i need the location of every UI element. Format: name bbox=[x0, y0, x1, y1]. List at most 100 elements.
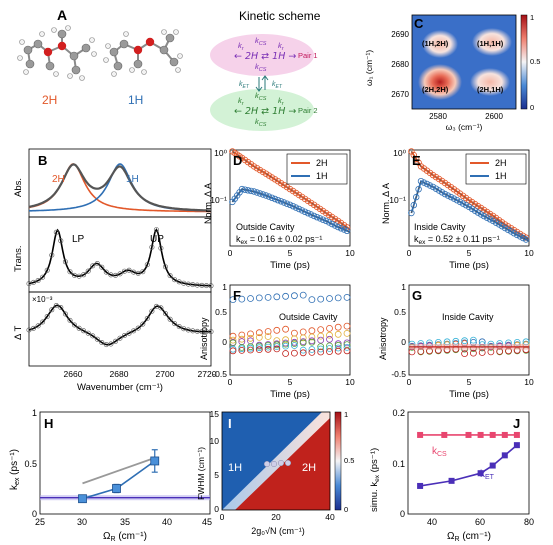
i-cbar-tick: 1 bbox=[344, 410, 348, 419]
data-point bbox=[316, 215, 324, 222]
b-trans-point bbox=[172, 277, 178, 283]
data-point bbox=[441, 190, 449, 198]
b-xtick: 2660 bbox=[64, 369, 83, 379]
c-peak-2h2h: (2H,2H) bbox=[422, 85, 449, 94]
aniso-point bbox=[343, 329, 351, 337]
b-dt-point bbox=[81, 328, 87, 334]
c-xtick: 2600 bbox=[485, 112, 503, 121]
aniso-point bbox=[308, 337, 316, 345]
aniso-point bbox=[264, 293, 272, 301]
aniso-point bbox=[264, 333, 272, 340]
data-point bbox=[450, 195, 458, 202]
d-xtick: 0 bbox=[228, 248, 233, 258]
b-trans-point bbox=[90, 263, 96, 269]
data-point bbox=[516, 233, 524, 240]
g-ylabel: Anisotropy bbox=[378, 317, 388, 360]
data-point bbox=[262, 192, 270, 199]
p2-kr-left: kr bbox=[238, 96, 245, 107]
b-trans-point bbox=[126, 267, 132, 273]
d-ytick-top: 10⁰ bbox=[214, 148, 227, 158]
pair1-label: Pair 1 bbox=[298, 51, 318, 60]
b-trans-point bbox=[140, 269, 146, 275]
j-data-point bbox=[417, 431, 424, 438]
data-point bbox=[295, 205, 303, 213]
g-xtick: 5 bbox=[467, 377, 472, 387]
aniso-point bbox=[264, 343, 272, 351]
b-dt-point bbox=[67, 317, 73, 323]
g-ytick: 0.5 bbox=[394, 307, 406, 317]
e-ytick-top: 10⁰ bbox=[393, 148, 406, 158]
data-point bbox=[483, 214, 491, 221]
c-ytick: 2690 bbox=[391, 30, 409, 39]
aniso-point bbox=[255, 346, 263, 354]
b-trans-point bbox=[144, 262, 150, 268]
b-xtick: 2680 bbox=[110, 369, 129, 379]
data-point bbox=[298, 207, 306, 214]
data-point bbox=[289, 202, 297, 210]
panel-d: D 2H 1H Outside Cavity kex = 0.16 ± 0.02… bbox=[203, 148, 355, 271]
aniso-point bbox=[343, 339, 351, 347]
b-curve-dt bbox=[28, 304, 212, 346]
j-data-point bbox=[417, 482, 424, 489]
aniso-point bbox=[317, 345, 325, 353]
b-trans-point bbox=[99, 264, 105, 270]
b-xtick: 2720 bbox=[198, 369, 217, 379]
f-xtick: 10 bbox=[345, 377, 355, 387]
h-xtick: 45 bbox=[202, 517, 212, 527]
p2-kr-right: kr bbox=[278, 96, 285, 107]
label-2h-molecule: 2H bbox=[42, 93, 57, 107]
j-data-point bbox=[489, 431, 496, 438]
panel-letter-f: F bbox=[233, 288, 241, 303]
g-ytick: 1 bbox=[401, 282, 406, 292]
aniso-point bbox=[255, 342, 263, 350]
b-trans-point bbox=[44, 267, 50, 273]
j-xlabel: ΩR (cm⁻¹) bbox=[447, 531, 491, 543]
h-xtick: 25 bbox=[35, 517, 45, 527]
d-xlabel: Time (ps) bbox=[270, 260, 310, 271]
aniso-point bbox=[299, 328, 307, 336]
i-ytick: 15 bbox=[210, 409, 220, 419]
molecule-1h bbox=[103, 29, 183, 77]
b-label-lp: LP bbox=[72, 234, 85, 245]
b-trans-point bbox=[167, 273, 173, 279]
b-trans-point bbox=[208, 283, 214, 289]
b-curve-2h bbox=[28, 163, 211, 213]
b-trans-point bbox=[76, 273, 82, 279]
b-trans-point bbox=[122, 268, 128, 274]
aniso-point bbox=[238, 295, 246, 303]
j-ylabel: simu. kex (ps⁻¹) bbox=[369, 448, 381, 512]
b-dt-point bbox=[40, 319, 46, 325]
aniso-point bbox=[255, 294, 263, 302]
b-dt-point bbox=[49, 307, 55, 313]
p2-kcs-top: kCS bbox=[255, 91, 267, 102]
aniso-point bbox=[343, 293, 351, 301]
panel-letter-a: A bbox=[57, 7, 67, 23]
b-trans-point bbox=[40, 274, 46, 280]
b-trans-point bbox=[181, 280, 187, 286]
b-trans-point bbox=[94, 260, 100, 266]
b-trans-point bbox=[149, 244, 155, 250]
d-legend-1h: 1H bbox=[316, 171, 328, 181]
fit-line-2H bbox=[232, 150, 351, 230]
b-dt-point bbox=[126, 330, 132, 336]
d-xtick: 5 bbox=[288, 248, 293, 258]
h-xtick: 40 bbox=[162, 517, 172, 527]
b-dt-point bbox=[167, 316, 173, 322]
aniso-point bbox=[299, 291, 307, 299]
c-peak-1h2h: (1H,2H) bbox=[422, 39, 449, 48]
panel-letter-h: H bbox=[44, 416, 53, 431]
f-ytick: 0 bbox=[222, 337, 227, 347]
b-dt-point bbox=[176, 324, 182, 330]
b-dt-point bbox=[26, 327, 32, 333]
b-dt-point bbox=[163, 311, 169, 317]
d-ytick-bot: 10⁻¹ bbox=[210, 195, 227, 205]
aniso-point bbox=[282, 340, 290, 348]
e-xtick: 5 bbox=[467, 248, 472, 258]
h-ytick: 0.5 bbox=[24, 459, 37, 469]
aniso-point bbox=[273, 345, 281, 353]
h-ytick: 1 bbox=[32, 408, 37, 418]
pair1-ellipse bbox=[210, 34, 314, 76]
aniso-point bbox=[273, 293, 281, 301]
j-ytick: 0 bbox=[400, 509, 405, 519]
aniso-point bbox=[247, 334, 254, 342]
